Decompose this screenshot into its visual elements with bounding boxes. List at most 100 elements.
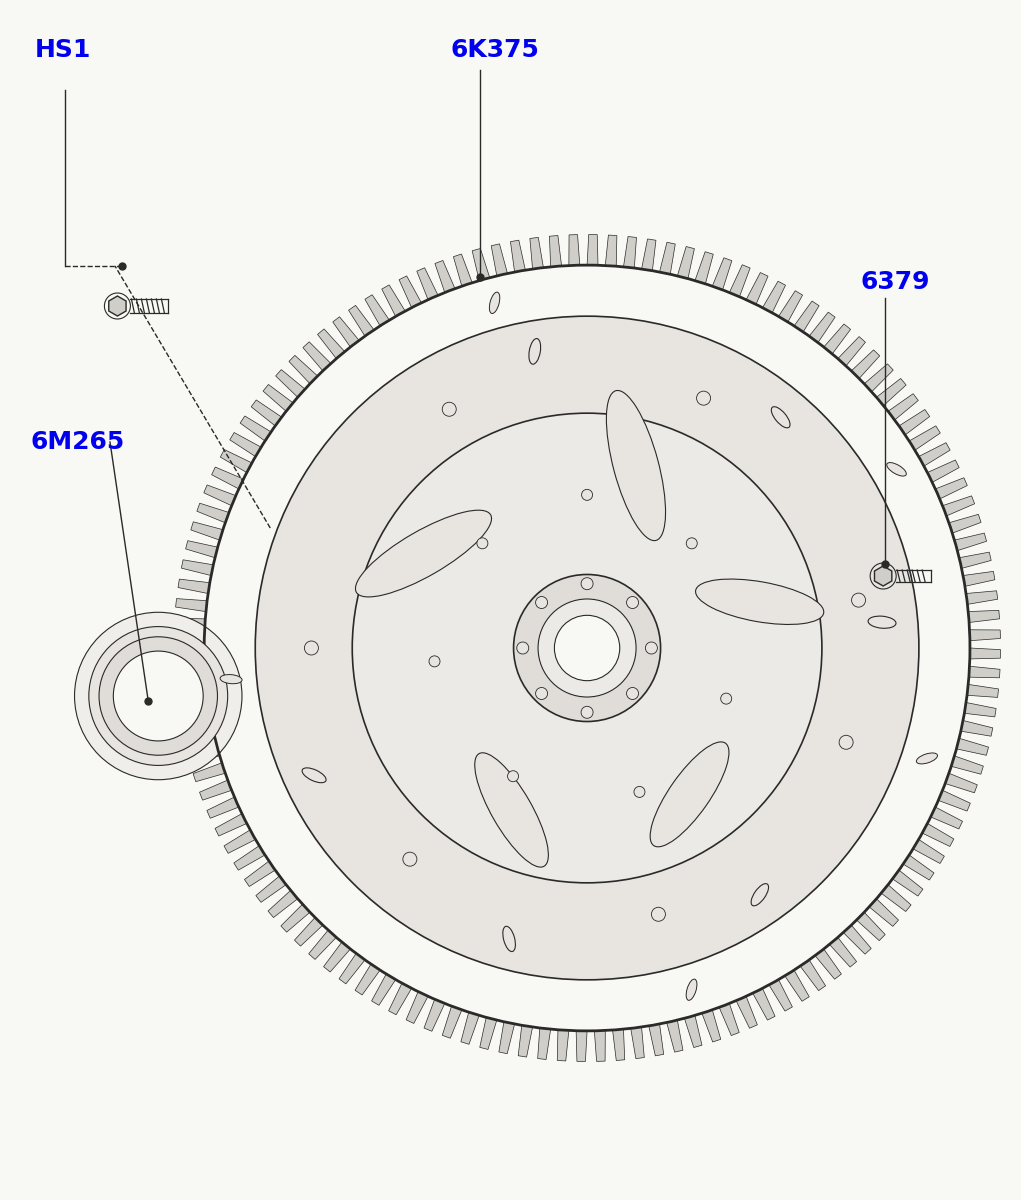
Polygon shape (967, 684, 999, 697)
Polygon shape (453, 254, 473, 286)
Polygon shape (746, 272, 768, 305)
Circle shape (477, 538, 488, 548)
Circle shape (514, 575, 661, 721)
Polygon shape (829, 937, 857, 967)
Polygon shape (180, 709, 211, 725)
Polygon shape (499, 1021, 515, 1054)
Polygon shape (869, 899, 898, 926)
Circle shape (507, 770, 519, 781)
Circle shape (721, 694, 732, 704)
Ellipse shape (868, 616, 896, 629)
Polygon shape (779, 290, 803, 322)
Polygon shape (942, 496, 975, 516)
Polygon shape (857, 912, 885, 941)
Polygon shape (815, 949, 841, 979)
Polygon shape (794, 301, 819, 332)
Circle shape (75, 612, 242, 780)
Polygon shape (109, 296, 126, 316)
Polygon shape (263, 384, 293, 412)
Polygon shape (648, 1024, 664, 1056)
Polygon shape (538, 1028, 550, 1060)
Polygon shape (898, 409, 930, 434)
Polygon shape (364, 295, 389, 326)
Ellipse shape (221, 674, 242, 684)
Polygon shape (667, 1020, 683, 1052)
Polygon shape (294, 918, 323, 946)
Circle shape (627, 596, 638, 608)
Polygon shape (204, 485, 236, 505)
Polygon shape (927, 460, 959, 482)
Polygon shape (324, 942, 350, 972)
Polygon shape (417, 268, 438, 300)
Polygon shape (174, 655, 204, 666)
Polygon shape (207, 797, 239, 818)
Polygon shape (289, 355, 318, 384)
Circle shape (352, 413, 822, 883)
Polygon shape (945, 773, 977, 793)
Polygon shape (211, 467, 243, 488)
Polygon shape (224, 830, 255, 853)
Polygon shape (188, 745, 220, 763)
Polygon shape (276, 370, 305, 397)
Polygon shape (624, 236, 636, 268)
Polygon shape (605, 235, 617, 266)
Polygon shape (519, 1025, 533, 1057)
Polygon shape (631, 1027, 644, 1058)
Circle shape (582, 490, 592, 500)
Polygon shape (308, 930, 336, 960)
Polygon shape (197, 503, 229, 523)
Polygon shape (785, 970, 810, 1001)
Circle shape (538, 599, 636, 697)
Polygon shape (442, 1006, 461, 1038)
Text: 6M265: 6M265 (30, 430, 125, 454)
Ellipse shape (751, 883, 769, 906)
Polygon shape (949, 515, 981, 533)
Polygon shape (348, 305, 374, 336)
Polygon shape (176, 599, 207, 612)
Polygon shape (952, 756, 983, 774)
Circle shape (113, 652, 203, 740)
Ellipse shape (650, 742, 729, 847)
Polygon shape (193, 763, 226, 781)
Polygon shape (800, 960, 826, 991)
Circle shape (89, 626, 228, 766)
Text: car parts: car parts (482, 682, 692, 724)
Polygon shape (684, 1015, 702, 1048)
Polygon shape (919, 443, 951, 466)
Circle shape (99, 637, 217, 755)
Polygon shape (399, 276, 422, 307)
Polygon shape (221, 450, 252, 473)
Circle shape (554, 616, 620, 680)
Polygon shape (961, 720, 992, 737)
Polygon shape (240, 416, 271, 442)
Polygon shape (763, 281, 785, 313)
Polygon shape (175, 618, 205, 630)
Polygon shape (281, 904, 310, 932)
Circle shape (255, 316, 919, 980)
Polygon shape (719, 1003, 739, 1036)
Circle shape (581, 707, 593, 719)
Polygon shape (530, 238, 543, 269)
Polygon shape (641, 239, 655, 271)
Polygon shape (183, 727, 215, 744)
Circle shape (627, 688, 638, 700)
Polygon shape (904, 854, 934, 880)
Polygon shape (244, 862, 276, 887)
Polygon shape (838, 336, 866, 366)
Polygon shape (970, 648, 1001, 659)
Polygon shape (876, 378, 906, 406)
Circle shape (852, 593, 866, 607)
Polygon shape (769, 979, 792, 1012)
Circle shape (696, 391, 711, 406)
Polygon shape (959, 552, 991, 569)
Circle shape (403, 852, 417, 866)
Polygon shape (968, 611, 1000, 623)
Polygon shape (729, 265, 750, 296)
Ellipse shape (475, 752, 548, 868)
Ellipse shape (502, 926, 516, 952)
Polygon shape (875, 566, 891, 586)
Polygon shape (938, 791, 970, 811)
Ellipse shape (917, 752, 937, 764)
Polygon shape (969, 666, 1000, 678)
Ellipse shape (771, 407, 790, 428)
